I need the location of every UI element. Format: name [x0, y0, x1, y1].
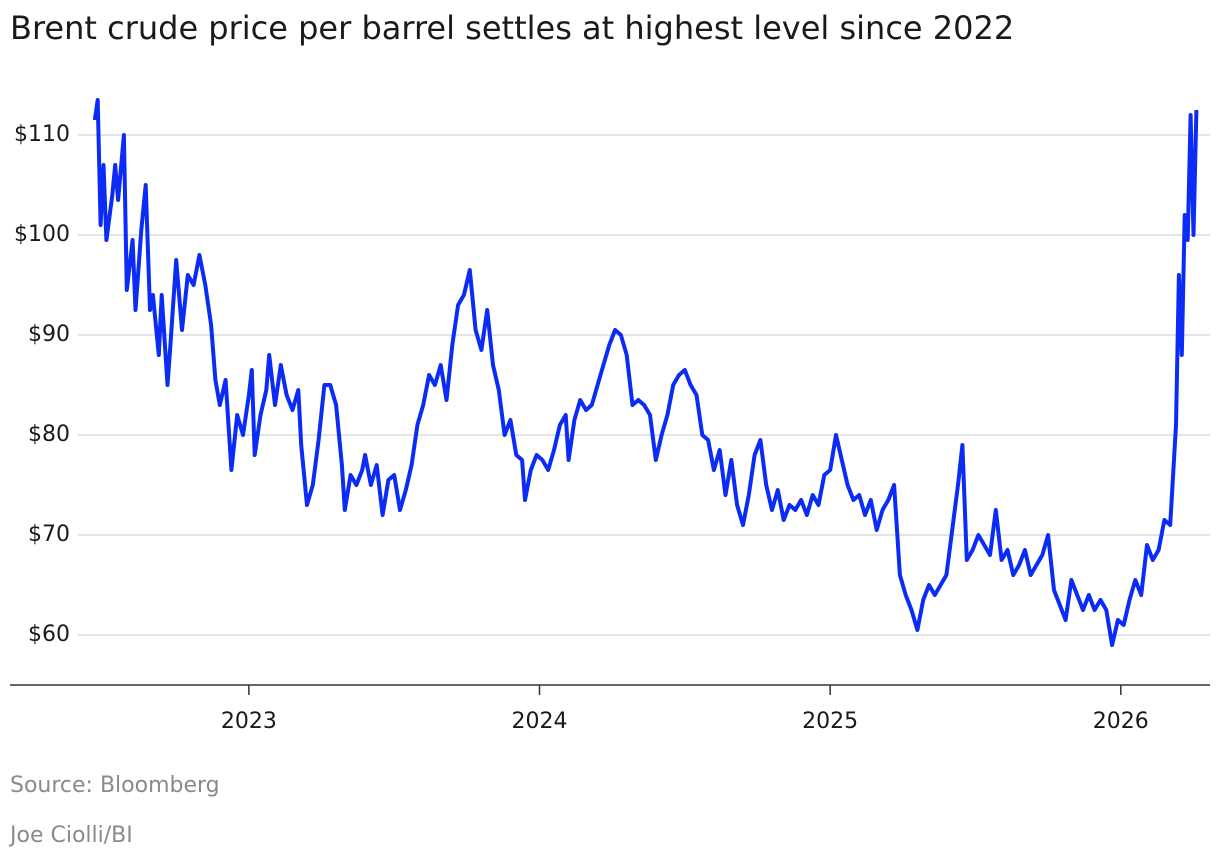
x-tick-label: 2026	[1093, 709, 1149, 734]
y-tick-label: $90	[28, 322, 70, 347]
y-tick-label: $100	[14, 222, 70, 247]
chart-title: Brent crude price per barrel settles at …	[10, 9, 1014, 47]
y-tick-label: $80	[28, 422, 70, 447]
y-tick-label: $60	[28, 622, 70, 647]
y-tick-label: $70	[28, 522, 70, 547]
source: Source: Bloomberg	[10, 773, 220, 798]
x-tick-label: 2024	[512, 709, 568, 734]
x-tick-label: 2025	[802, 709, 858, 734]
y-tick-label: $110	[14, 122, 70, 147]
credit: Joe Ciolli/BI	[8, 823, 133, 848]
x-tick-label: 2023	[221, 709, 277, 734]
price-line	[92, 98, 1199, 647]
